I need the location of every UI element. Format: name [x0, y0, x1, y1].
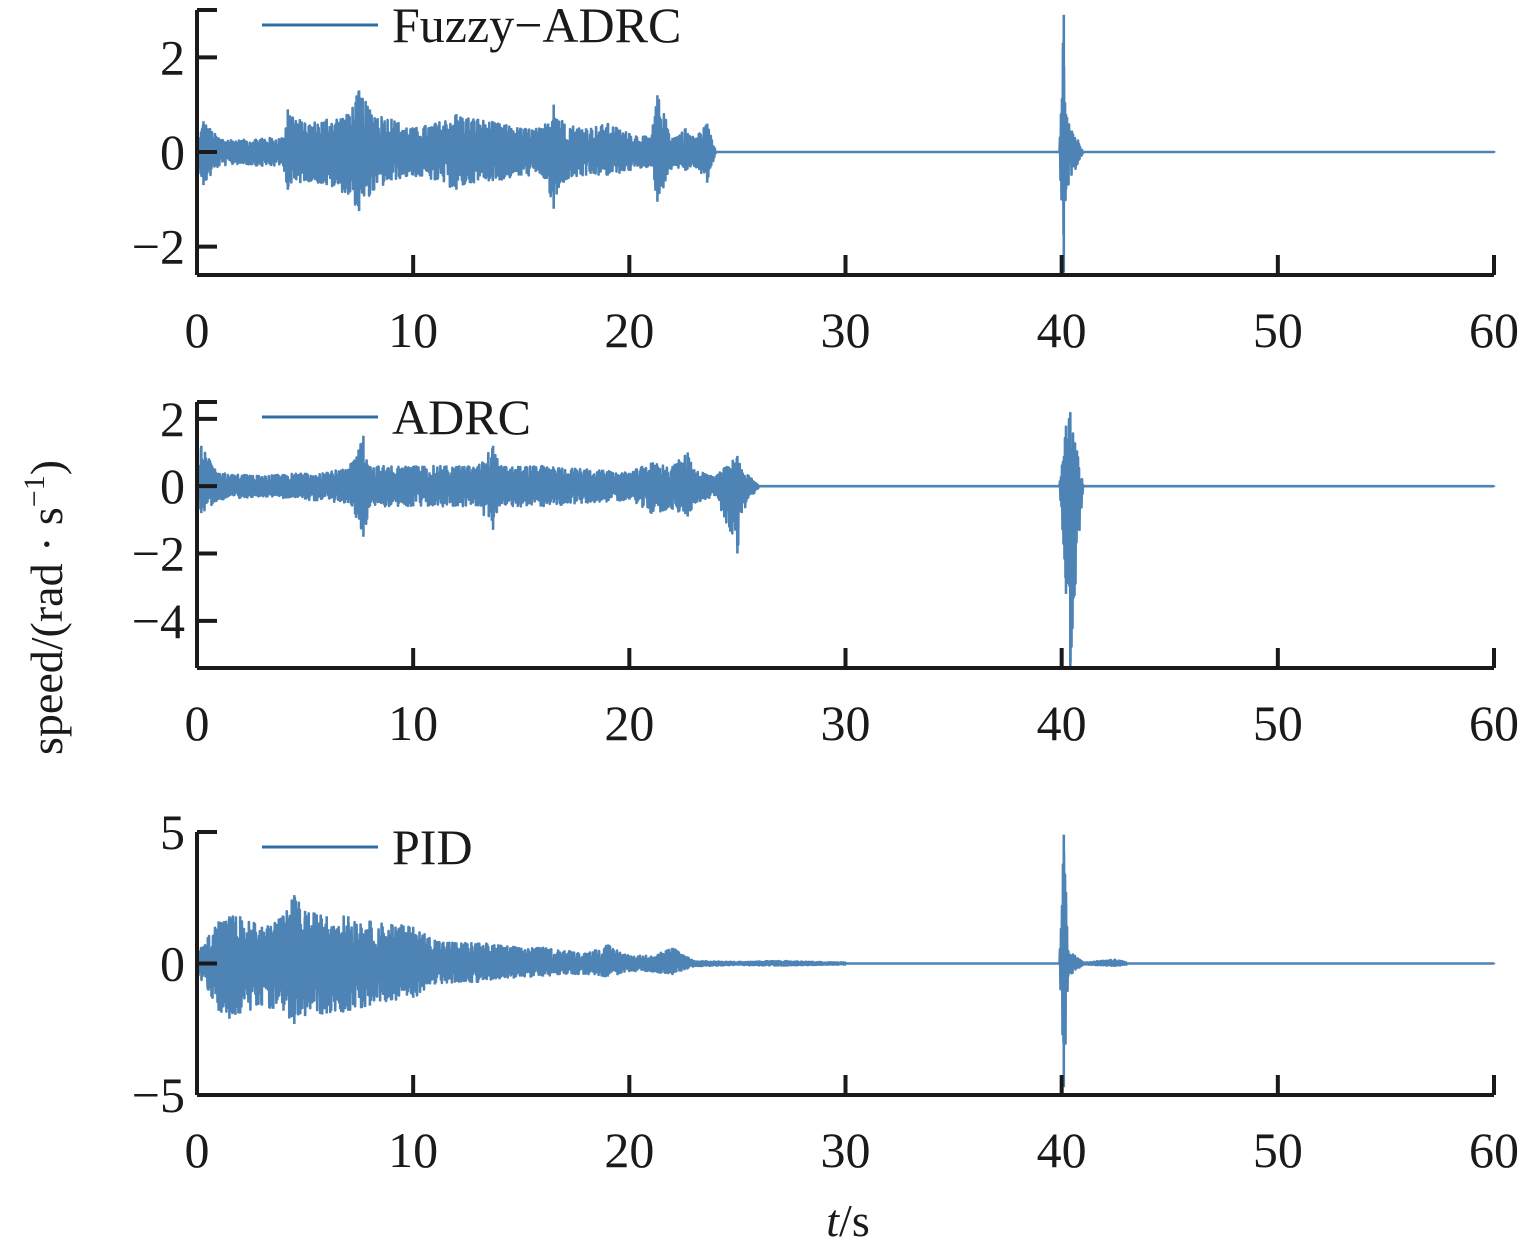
x-tick-label: 60	[1469, 695, 1519, 751]
y-tick-label: −4	[132, 593, 185, 649]
x-tick-label: 30	[821, 1122, 871, 1178]
x-tick-label: 30	[821, 695, 871, 751]
x-tick-label: 20	[604, 1122, 654, 1178]
y-tick-label: 2	[160, 391, 185, 447]
subplot-2: 0 10 20 30 40 50 60 −4 −2 0 2 ADRC	[132, 389, 1519, 751]
x-tick-label: 0	[185, 1122, 210, 1178]
x-tick-label: 0	[185, 695, 210, 751]
x-tick-label: 60	[1469, 1122, 1519, 1178]
x-tick-label: 50	[1253, 302, 1303, 358]
legend-label: PID	[392, 819, 473, 875]
x-tick-label: 10	[388, 302, 438, 358]
subplot-3: 0 10 20 30 40 50 60−505 PID	[132, 804, 1519, 1178]
x-tick-label: 30	[821, 302, 871, 358]
x-tick-label: 20	[604, 695, 654, 751]
legend-label: Fuzzy−ADRC	[392, 0, 681, 53]
x-tick-label: 10	[388, 695, 438, 751]
signal-trace-PID	[195, 834, 1496, 1088]
x-tick-label: 0	[185, 302, 210, 358]
x-tick-label: 40	[1037, 1122, 1087, 1178]
y-tick-label: −2	[132, 219, 185, 275]
y-tick-label: 2	[160, 29, 185, 85]
y-tick-label: 0	[160, 124, 185, 180]
y-tick-label: −5	[132, 1067, 185, 1123]
signal-trace-ADRC	[195, 412, 1496, 668]
legend-label: ADRC	[392, 389, 531, 445]
x-tick-label: 40	[1037, 302, 1087, 358]
x-axis-title: t/s	[826, 1195, 869, 1246]
x-tick-label: 60	[1469, 302, 1519, 358]
y-axis-title: speed/(rad · s−1)	[18, 460, 72, 755]
signal-trace-Fuzzy−ADRC	[195, 14, 1496, 273]
y-tick-label: 5	[160, 804, 185, 860]
x-tick-label: 50	[1253, 695, 1303, 751]
x-tick-label: 40	[1037, 695, 1087, 751]
x-tick-label: 20	[604, 302, 654, 358]
x-tick-label: 10	[388, 1122, 438, 1178]
y-tick-label: −2	[132, 526, 185, 582]
y-tick-label: 0	[160, 458, 185, 514]
y-tick-label: 0	[160, 936, 185, 992]
x-tick-label: 50	[1253, 1122, 1303, 1178]
